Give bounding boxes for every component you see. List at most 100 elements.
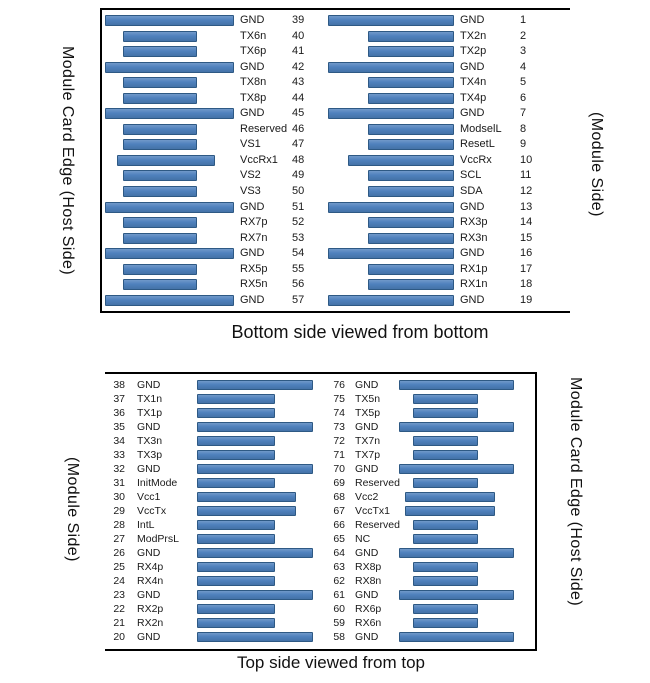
pin-row: RX5p 55: [103, 263, 325, 275]
pin-row: VS2 49: [103, 170, 325, 182]
pin-pad-bar: [368, 232, 454, 244]
pin-number: 56: [292, 278, 305, 291]
caption-top-side: Top side viewed from top: [236, 653, 426, 672]
pin-number: 41: [292, 45, 305, 58]
pin-row: TX4p 6: [328, 92, 568, 104]
pin-name: RX8n: [355, 574, 382, 587]
pin-pad-bar: [197, 506, 296, 516]
pin-number: 44: [292, 91, 305, 104]
pin-pad-bar: [368, 217, 454, 229]
pin-number: 22: [113, 602, 125, 615]
pin-row: 33 TX3p: [107, 450, 317, 460]
pin-number: 66: [333, 518, 345, 531]
pin-row: TX4n 5: [328, 77, 568, 89]
pin-row: 22 RX2p: [107, 604, 317, 614]
pin-pad-slot: [328, 154, 458, 166]
pin-name: RX6p: [355, 602, 382, 615]
pin-name: VccTx: [137, 504, 167, 517]
pin-row: 74 TX5p: [327, 408, 535, 418]
pin-pad-bar: [105, 61, 234, 73]
pin-pad-slot: [328, 15, 458, 26]
pin-name: TX5n: [355, 392, 381, 405]
pin-row: 24 RX4n: [107, 576, 317, 586]
pin-row: 29 VccTx: [107, 506, 317, 516]
pin-number: 19: [520, 293, 533, 306]
pin-name: TX2n: [460, 29, 487, 42]
pin-pad-bar: [123, 217, 197, 229]
pin-name: VS1: [240, 138, 261, 151]
pin-pad-slot: [195, 590, 317, 600]
pin-pad-slot: [195, 548, 317, 558]
pin-number: 58: [333, 630, 345, 643]
pin-row: VccRx1 48: [103, 154, 325, 166]
pin-row: 20 GND: [107, 632, 317, 642]
pin-pad-slot: [103, 186, 238, 198]
pin-name: VccRx: [460, 153, 492, 166]
pin-number: 37: [113, 392, 125, 405]
pin-pad-slot: [103, 294, 238, 306]
pin-pad-slot: [195, 436, 317, 446]
pin-pad-bar: [123, 139, 197, 151]
pin-pad-slot: [195, 478, 317, 488]
pin-row: GND 51: [103, 201, 325, 213]
pin-name: ModselL: [460, 122, 502, 135]
pin-number: 28: [113, 518, 125, 531]
pin-name: RX7p: [240, 216, 268, 229]
pin-name: RX3n: [460, 231, 488, 244]
pin-name: RX7n: [240, 231, 268, 244]
pin-number: 27: [113, 532, 125, 545]
pin-number: 46: [292, 122, 305, 135]
pin-row: 23 GND: [107, 590, 317, 600]
pin-number: 2: [520, 29, 527, 42]
pin-row: 70 GND: [327, 464, 535, 474]
pin-name: TX3p: [137, 448, 163, 461]
pin-number: 61: [333, 588, 345, 601]
pin-pad-bar: [368, 30, 454, 42]
bottom-panel-right-edge-label: Module Card Edge (Host Side): [567, 377, 584, 607]
pin-pad-slot: [103, 279, 238, 291]
pin-pad-bar: [368, 92, 454, 104]
pin-row: 26 GND: [107, 548, 317, 558]
pin-pad-slot: [399, 492, 517, 502]
pin-row: 65 NC: [327, 534, 535, 544]
pin-number: 33: [113, 448, 125, 461]
pin-number: 69: [333, 476, 345, 489]
pin-number: 3: [520, 45, 527, 58]
pin-row: Reserved 46: [103, 122, 325, 135]
caption-bottom-side: Bottom side viewed from bottom: [231, 322, 489, 342]
pin-name: TX1p: [137, 406, 163, 419]
pin-pad-bar: [368, 77, 454, 89]
pin-number: 42: [292, 60, 305, 73]
pin-name: GND: [137, 378, 161, 391]
pin-pad-bar: [413, 618, 478, 628]
pin-pad-bar: [368, 123, 454, 135]
pin-name: GND: [355, 630, 379, 643]
pin-pad-bar: [413, 408, 478, 418]
pin-number: 40: [292, 29, 305, 42]
pin-row: GND 57: [103, 294, 325, 306]
pin-name: GND: [460, 247, 485, 260]
pin-name: SCL: [460, 169, 482, 182]
pin-pad-bar: [197, 520, 275, 530]
pin-row: GND 13: [328, 201, 568, 213]
pin-pad-slot: [328, 201, 458, 213]
pin-pad-slot: [103, 30, 238, 42]
top-side-panel-box: 38 GND 37 TX1n 36 TX1p 35 GND 34 TX3n 33 TX3p 32 GND 3…: [105, 372, 537, 651]
pin-pad-bar: [197, 534, 275, 544]
pin-name: GND: [137, 420, 161, 433]
pin-row: 37 TX1n: [107, 394, 317, 404]
pin-row: 38 GND: [107, 380, 317, 390]
top-panel-right-edge-label: (Module Side): [588, 111, 605, 217]
pin-pad-slot: [328, 46, 458, 58]
pin-row: TX2n 2: [328, 29, 568, 42]
pin-name: IntL: [137, 518, 155, 531]
pin-number: 62: [333, 574, 345, 587]
pin-pad-slot: [399, 422, 517, 432]
pin-number: 1: [520, 14, 527, 26]
pin-pad-bar: [399, 464, 514, 474]
pin-number: 17: [520, 262, 533, 275]
pin-row: RX3n 15: [328, 231, 568, 244]
pin-name: Reserved: [355, 476, 400, 489]
pin-pad-slot: [399, 618, 517, 628]
pin-pad-bar: [197, 548, 313, 558]
